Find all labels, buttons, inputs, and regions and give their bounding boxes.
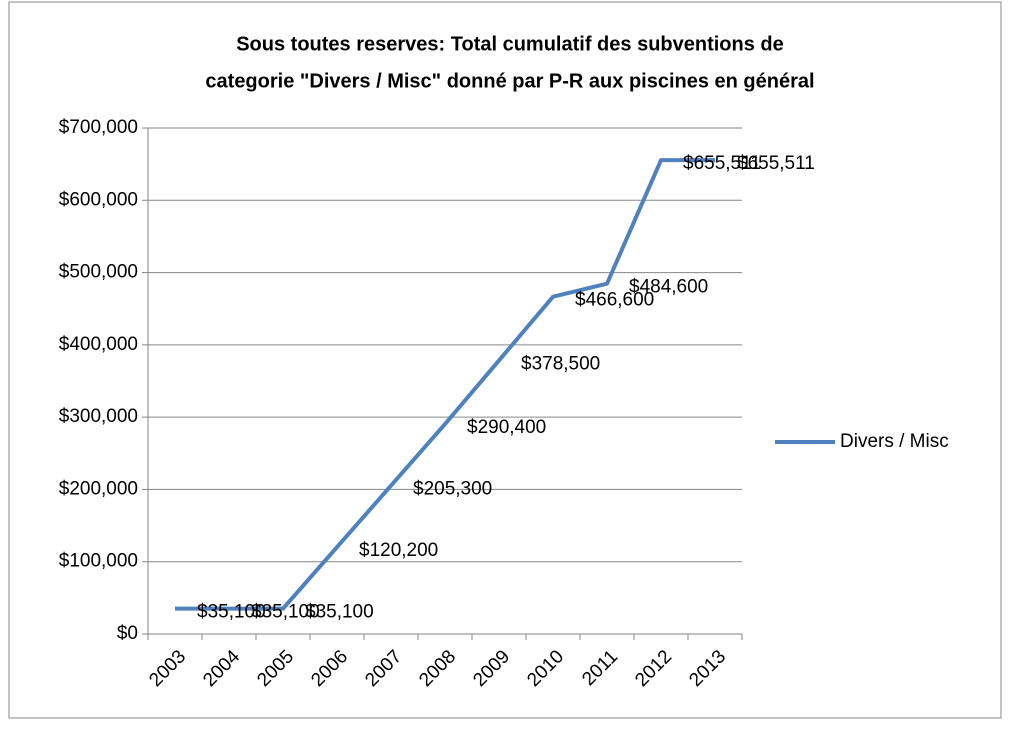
- chart-title: categorie "Divers / Misc" donné par P-R …: [205, 70, 814, 92]
- series-line: [175, 158, 715, 611]
- data-label: $655,511: [683, 153, 761, 174]
- y-tick-label: $500,000: [59, 262, 138, 283]
- data-label: $484,600: [629, 277, 708, 298]
- data-label: $655,511: [737, 153, 815, 174]
- chart-border: [8, 1, 1002, 719]
- y-tick-label: $700,000: [59, 117, 138, 138]
- data-label: $35,100: [305, 602, 374, 623]
- y-tick-label: $600,000: [59, 189, 138, 210]
- y-tick-label: $400,000: [59, 334, 138, 355]
- data-label: $120,200: [359, 540, 438, 561]
- data-label: $466,600: [575, 290, 654, 311]
- y-tick-label: $300,000: [59, 406, 138, 427]
- data-label: $35,100: [197, 602, 266, 623]
- data-label: $290,400: [467, 417, 546, 438]
- data-label: $205,300: [413, 479, 492, 500]
- chart-title: Sous toutes reserves: Total cumulatif de…: [236, 33, 784, 55]
- data-label: $378,500: [521, 353, 600, 374]
- legend-label: Divers / Misc: [840, 431, 949, 452]
- data-label: $35,100: [251, 602, 320, 623]
- y-tick-label: $0: [117, 623, 138, 644]
- y-tick-label: $100,000: [59, 551, 138, 572]
- y-tick-label: $200,000: [59, 478, 138, 499]
